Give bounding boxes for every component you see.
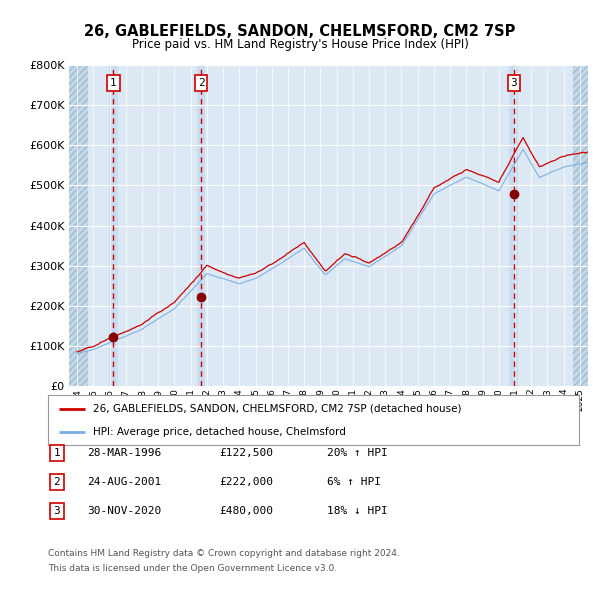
Text: 26, GABLEFIELDS, SANDON, CHELMSFORD, CM2 7SP: 26, GABLEFIELDS, SANDON, CHELMSFORD, CM2… [85,24,515,38]
Bar [109,65,118,386]
Text: 3: 3 [53,506,61,516]
Text: 28-MAR-1996: 28-MAR-1996 [87,448,161,458]
Text: Price paid vs. HM Land Registry's House Price Index (HPI): Price paid vs. HM Land Registry's House … [131,38,469,51]
Text: £122,500: £122,500 [219,448,273,458]
Bar [69,65,88,386]
Text: 20% ↑ HPI: 20% ↑ HPI [327,448,388,458]
Text: £480,000: £480,000 [219,506,273,516]
Text: 6% ↑ HPI: 6% ↑ HPI [327,477,381,487]
Bar [574,65,596,386]
Text: 1: 1 [110,78,117,88]
Text: 1: 1 [53,448,61,458]
Text: Contains HM Land Registry data © Crown copyright and database right 2024.: Contains HM Land Registry data © Crown c… [48,549,400,558]
Bar [509,65,518,386]
Text: 18% ↓ HPI: 18% ↓ HPI [327,506,388,516]
Text: 2: 2 [53,477,61,487]
Text: 30-NOV-2020: 30-NOV-2020 [87,506,161,516]
Text: 2: 2 [197,78,205,88]
Text: HPI: Average price, detached house, Chelmsford: HPI: Average price, detached house, Chel… [93,427,346,437]
Text: 3: 3 [511,78,517,88]
Text: This data is licensed under the Open Government Licence v3.0.: This data is licensed under the Open Gov… [48,565,337,573]
Text: 24-AUG-2001: 24-AUG-2001 [87,477,161,487]
Text: £222,000: £222,000 [219,477,273,487]
Text: 26, GABLEFIELDS, SANDON, CHELMSFORD, CM2 7SP (detached house): 26, GABLEFIELDS, SANDON, CHELMSFORD, CM2… [93,404,461,414]
Bar [197,65,205,386]
